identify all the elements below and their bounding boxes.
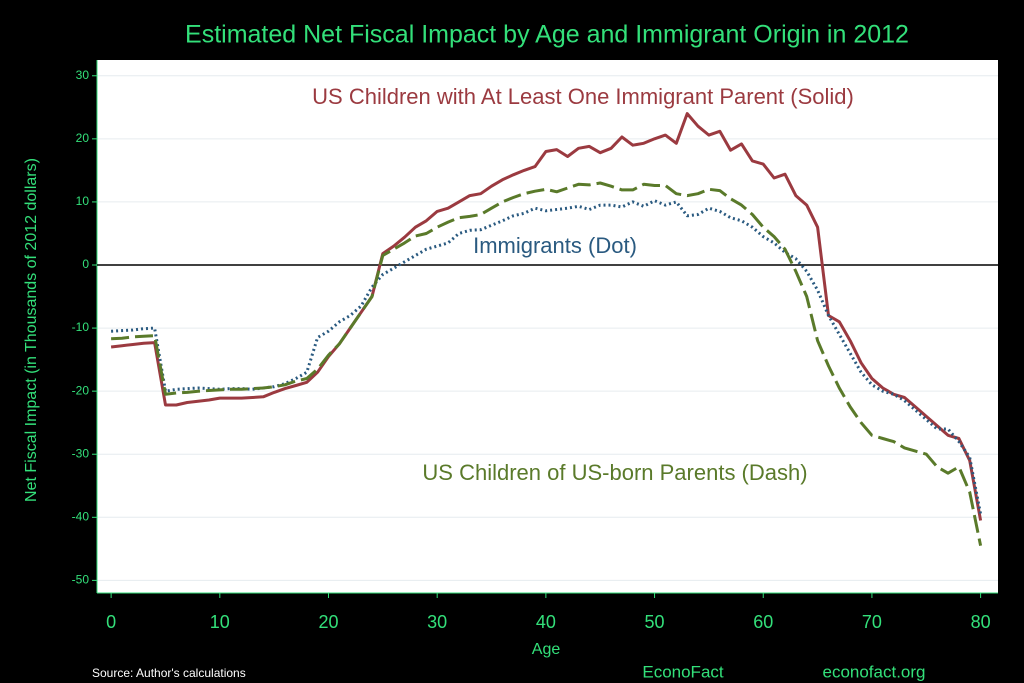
y-tick-label: 10 xyxy=(76,194,90,208)
y-tick-label: -50 xyxy=(72,573,90,587)
series-label: Immigrants (Dot) xyxy=(473,233,637,258)
footer-url: econofact.org xyxy=(822,662,925,681)
y-tick-label: 20 xyxy=(76,131,90,145)
y-tick-label: -10 xyxy=(72,320,90,334)
x-tick-label: 40 xyxy=(536,612,556,632)
series-line xyxy=(111,181,983,546)
y-tick-label: 0 xyxy=(82,257,89,271)
x-tick-label: 10 xyxy=(210,612,230,632)
x-tick-label: 80 xyxy=(971,612,991,632)
x-tick-label: 50 xyxy=(645,612,665,632)
plot-area xyxy=(97,60,998,593)
series-label: US Children with At Least One Immigrant … xyxy=(312,84,854,109)
x-tick-label: 70 xyxy=(862,612,882,632)
y-tick-label: -20 xyxy=(72,383,90,397)
x-tick-label: 20 xyxy=(318,612,338,632)
series-line xyxy=(111,199,983,515)
x-tick-label: 30 xyxy=(427,612,447,632)
footer-brand: EconoFact xyxy=(642,662,724,681)
y-tick-label: -30 xyxy=(72,446,90,460)
x-tick-label: 0 xyxy=(106,612,116,632)
y-axis-label: Net Fiscal Impact (in Thousands of 2012 … xyxy=(23,158,40,502)
y-tick-label: -40 xyxy=(72,509,90,523)
series-label: US Children of US-born Parents (Dash) xyxy=(422,460,807,485)
x-tick-label: 60 xyxy=(753,612,773,632)
x-axis-label: Age xyxy=(532,641,561,658)
chart-title: Estimated Net Fiscal Impact by Age and I… xyxy=(185,21,909,49)
series-line xyxy=(110,112,983,521)
source-note: Source: Author's calculations xyxy=(92,666,246,680)
y-tick-label: 30 xyxy=(76,68,90,82)
